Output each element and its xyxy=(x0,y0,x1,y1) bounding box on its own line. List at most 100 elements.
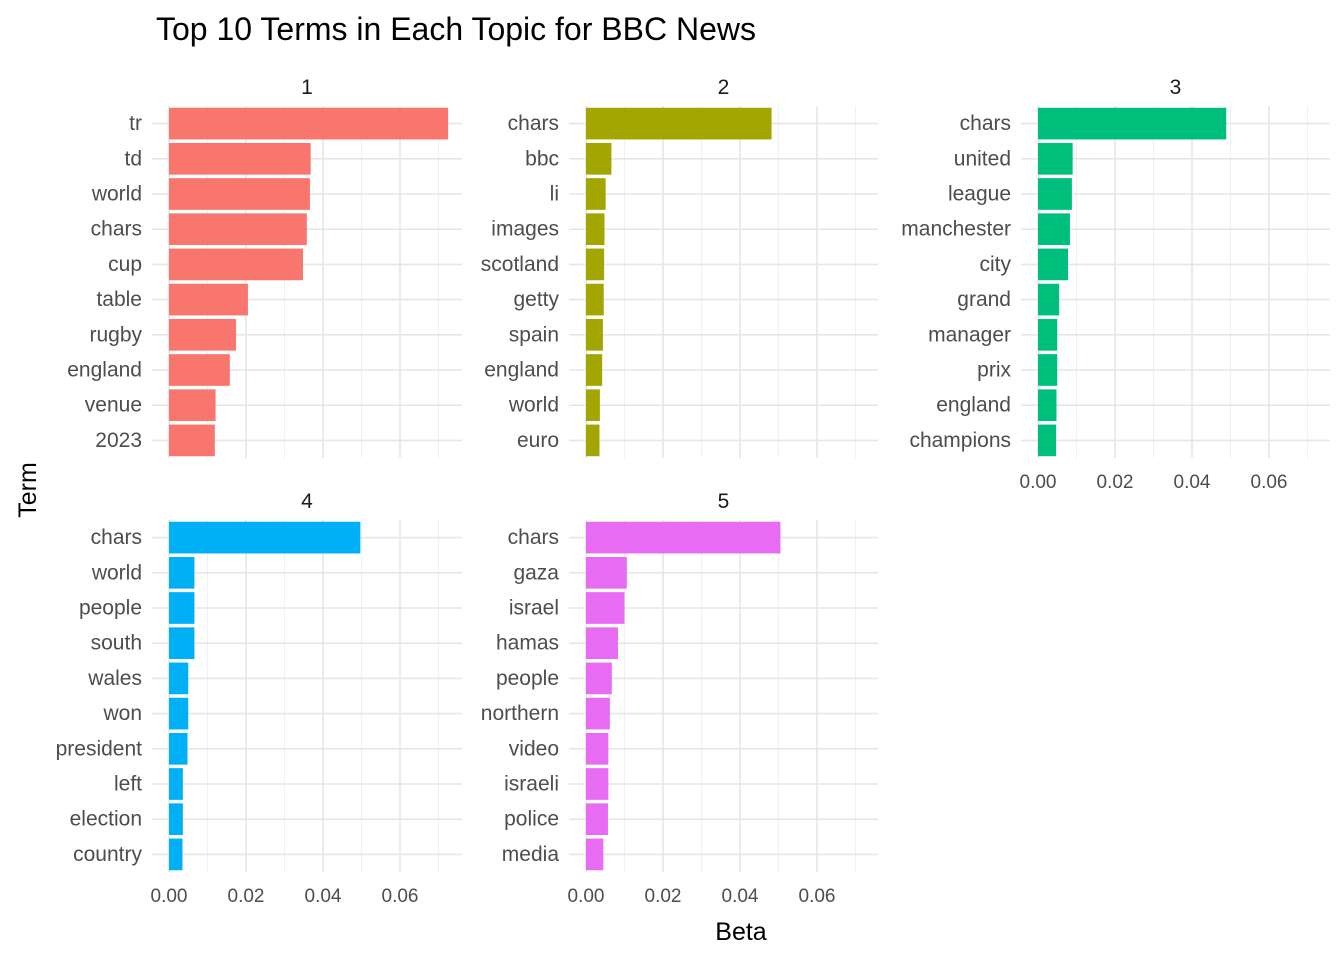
bar-3-city xyxy=(1038,248,1069,281)
bar-5-israeli xyxy=(586,768,609,800)
facet-strip-label: 4 xyxy=(301,490,313,513)
bar-4-election xyxy=(169,803,183,836)
y-axis-title: Term xyxy=(14,462,42,518)
term-label: israel xyxy=(509,597,559,620)
bar-2-world xyxy=(586,389,600,422)
term-label: world xyxy=(508,394,559,417)
bar-3-manchester xyxy=(1038,213,1070,246)
bar-4-people xyxy=(169,592,195,624)
term-label: left xyxy=(114,773,142,796)
bar-1-england xyxy=(169,354,230,386)
term-label: 2023 xyxy=(95,429,142,452)
facet-strip-label: 2 xyxy=(718,76,730,99)
bar-1-td xyxy=(169,142,311,175)
term-label: chars xyxy=(91,218,142,241)
x-axis-title: Beta xyxy=(715,918,767,946)
bar-4-won xyxy=(169,697,189,730)
term-label: chars xyxy=(508,112,559,135)
facet-strip-label: 3 xyxy=(1170,76,1182,99)
bar-5-northern xyxy=(586,697,610,730)
term-label: northern xyxy=(481,702,559,725)
facet-panel-2: chars bbc li images scotland getty spain englan… xyxy=(481,76,878,458)
term-label: world xyxy=(91,561,142,584)
bar-2-spain xyxy=(586,318,603,351)
term-label: election xyxy=(70,808,142,831)
bar-3-united xyxy=(1038,142,1073,175)
bar-4-country xyxy=(169,838,183,871)
term-label: li xyxy=(550,183,559,206)
bar-5-police xyxy=(586,803,608,836)
bar-2-euro xyxy=(586,424,600,457)
term-label: country xyxy=(73,843,142,866)
x-tick-label: 0.04 xyxy=(1174,472,1211,493)
bar-5-gaza xyxy=(586,556,627,589)
term-label: table xyxy=(96,288,142,311)
bar-4-wales xyxy=(169,662,189,695)
x-tick-label: 0.06 xyxy=(799,886,836,907)
term-label: hamas xyxy=(496,632,559,655)
term-label: israeli xyxy=(504,773,559,796)
term-label: england xyxy=(936,394,1011,417)
term-label: chars xyxy=(508,526,559,549)
term-label: getty xyxy=(513,288,559,311)
term-label: manager xyxy=(928,323,1011,346)
term-label: president xyxy=(56,737,143,760)
bar-4-south xyxy=(169,627,195,660)
term-label: united xyxy=(954,147,1011,170)
term-label: league xyxy=(948,183,1011,206)
term-label: gaza xyxy=(513,561,559,584)
x-tick-label: 0.00 xyxy=(568,886,605,907)
term-label: world xyxy=(91,183,142,206)
term-label: grand xyxy=(957,288,1011,311)
facet-panel-5: chars gaza israel hamas people northern video i… xyxy=(481,490,878,907)
term-label: prix xyxy=(977,359,1011,382)
bar-2-bbc xyxy=(586,142,612,175)
bar-3-league xyxy=(1038,178,1072,210)
bar-3-prix xyxy=(1038,354,1058,386)
term-label: south xyxy=(91,632,142,655)
bar-2-images xyxy=(586,213,605,246)
term-label: city xyxy=(980,253,1012,276)
bar-4-president xyxy=(169,732,188,765)
term-label: bbc xyxy=(525,147,559,170)
bar-2-england xyxy=(586,354,603,386)
bar-3-england xyxy=(1038,389,1057,422)
bar-5-people xyxy=(586,662,612,695)
facet-strip-label: 1 xyxy=(301,76,313,99)
term-label: media xyxy=(502,843,560,866)
x-tick-label: 0.06 xyxy=(382,886,419,907)
term-label: people xyxy=(496,667,559,690)
bar-3-manager xyxy=(1038,318,1058,351)
x-tick-label: 0.02 xyxy=(1097,472,1134,493)
bar-1-tr xyxy=(169,107,449,140)
term-label: champions xyxy=(909,429,1011,452)
bar-1-2023 xyxy=(169,424,215,457)
facet-panels: tr td world chars cup table rugby england venue 2… xyxy=(56,76,1330,907)
bar-4-left xyxy=(169,768,183,800)
bar-3-chars xyxy=(1038,107,1227,140)
bar-1-table xyxy=(169,283,248,316)
facet-panel-3: chars united league manchester city grand mana… xyxy=(901,76,1330,493)
x-tick-label: 0.00 xyxy=(151,886,188,907)
bar-1-cup xyxy=(169,248,303,281)
x-tick-label: 0.00 xyxy=(1020,472,1057,493)
term-label: euro xyxy=(517,429,559,452)
term-label: manchester xyxy=(901,218,1011,241)
bar-1-world xyxy=(169,178,310,210)
term-label: rugby xyxy=(89,323,142,346)
term-label: chars xyxy=(91,526,142,549)
term-label: venue xyxy=(85,394,142,417)
bar-4-world xyxy=(169,556,195,589)
facet-strip-label: 5 xyxy=(718,490,730,513)
x-tick-label: 0.04 xyxy=(722,886,759,907)
bar-5-video xyxy=(586,732,609,765)
bar-5-chars xyxy=(586,521,781,554)
x-tick-label: 0.02 xyxy=(645,886,682,907)
bar-2-li xyxy=(586,178,606,210)
chart-title: Top 10 Terms in Each Topic for BBC News xyxy=(156,11,756,47)
term-label: scotland xyxy=(481,253,559,276)
term-label: won xyxy=(102,702,142,725)
term-label: tr xyxy=(129,112,142,135)
bar-2-chars xyxy=(586,107,772,140)
